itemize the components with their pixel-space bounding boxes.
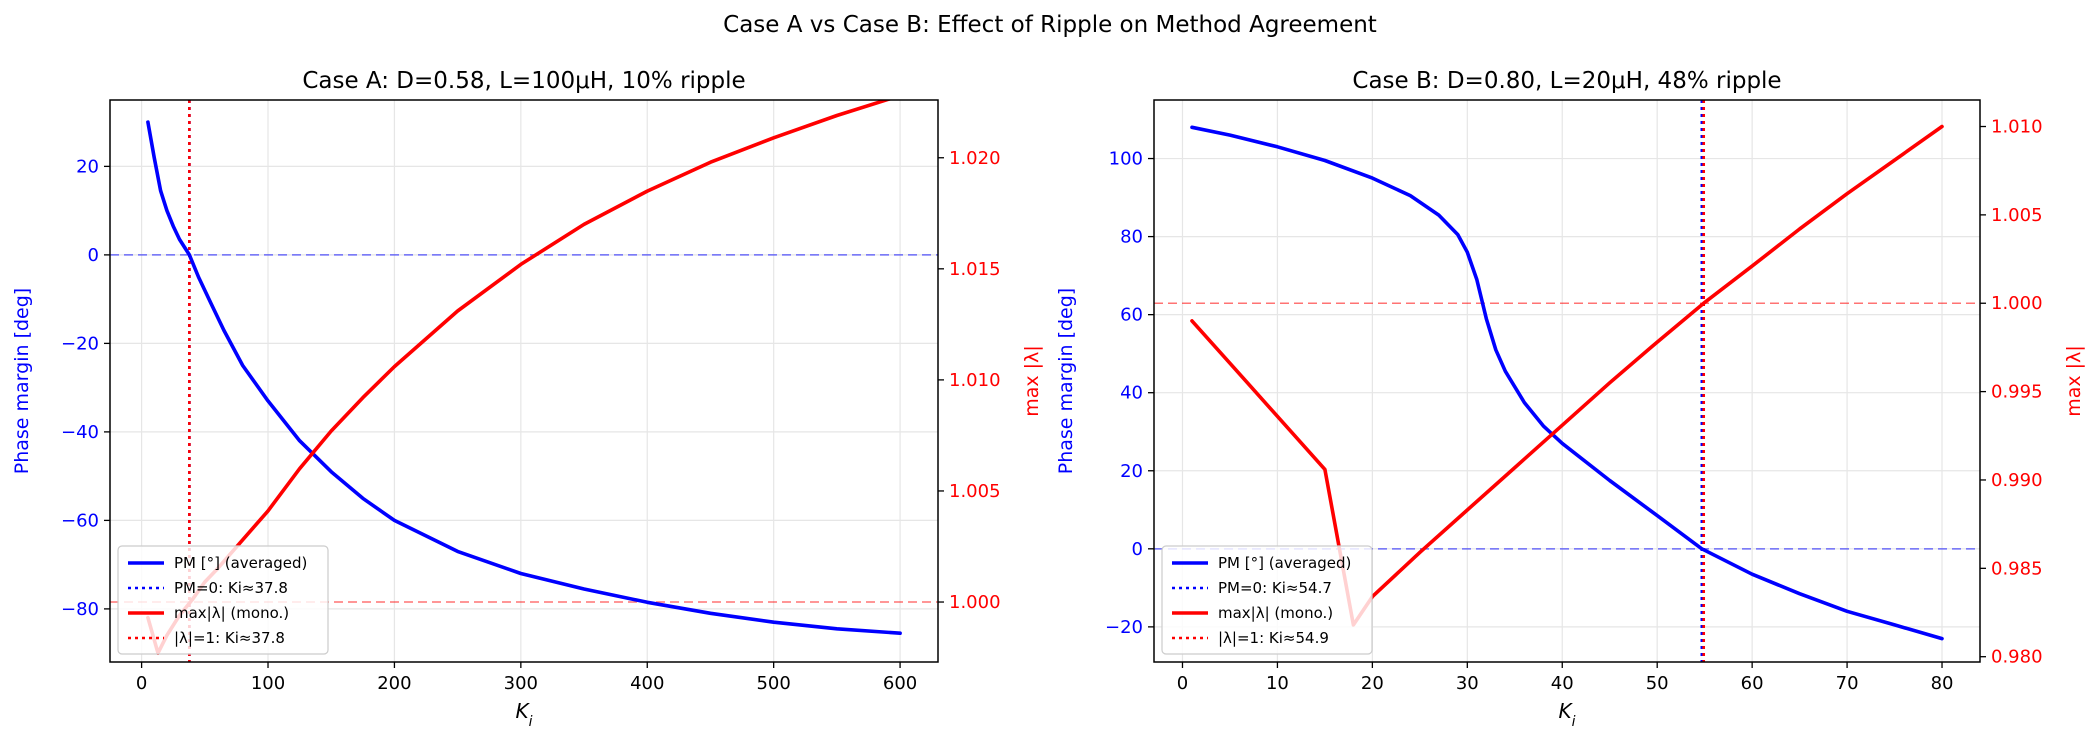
x-axis-label-subscript: i — [529, 714, 533, 730]
series-line — [146, 120, 902, 636]
legend-label: PM [°] (averaged) — [174, 554, 307, 572]
legend-label: max|λ| (mono.) — [174, 604, 289, 622]
y-left-tick-label: 20 — [76, 156, 99, 177]
figure-suptitle: Case A vs Case B: Effect of Ripple on Me… — [723, 12, 1377, 38]
legend-label: |λ|=1: Ki≈37.8 — [174, 629, 285, 647]
x-axis-label-subscript: i — [1572, 714, 1576, 730]
legend-label: max|λ| (mono.) — [1218, 604, 1333, 622]
y-right-tick-label: 0.990 — [1991, 470, 2043, 491]
x-tick-label: 400 — [630, 673, 664, 694]
x-tick-label: 50 — [1646, 673, 1669, 694]
x-tick-label: 40 — [1551, 673, 1574, 694]
y-right-tick-label: 1.000 — [949, 592, 1001, 613]
legend-label: PM=0: Ki≈54.7 — [1218, 579, 1332, 597]
x-tick-label: 20 — [1361, 673, 1384, 694]
y-left-axis-label: Phase margin [deg] — [1055, 288, 1077, 474]
y-left-tick-label: −40 — [61, 422, 99, 443]
y-left-tick-label: −20 — [1105, 617, 1143, 638]
x-tick-label: 500 — [756, 673, 790, 694]
y-left-tick-label: 20 — [1120, 461, 1143, 482]
y-right-tick-label: 0.985 — [1991, 558, 2043, 579]
y-right-tick-label: 1.005 — [1991, 205, 2043, 226]
x-tick-label: 200 — [377, 673, 411, 694]
chart-panel-2: 0 10 20 30 40 50 60 70 80 100 80 60 40 20 0 −20 0.980 0.9… — [1055, 68, 2085, 730]
x-tick-label: 0 — [1177, 673, 1188, 694]
x-tick-label: 70 — [1836, 673, 1859, 694]
series-line — [1190, 124, 1944, 627]
legend: PM [°] (averaged) PM=0: Ki≈37.8 max|λ| (mo… — [117, 545, 329, 655]
x-axis-label: Ki — [1558, 699, 1575, 730]
chart-title: Case A: D=0.58, L=100μH, 10% ripple — [302, 68, 745, 94]
legend-label: PM [°] (averaged) — [1218, 554, 1351, 572]
y-right-tick-label: 1.005 — [949, 481, 1001, 502]
x-tick-label: 10 — [1266, 673, 1289, 694]
x-tick-label: 0 — [136, 673, 147, 694]
x-tick-label: 30 — [1456, 673, 1479, 694]
plot-frame — [1153, 99, 1981, 663]
series-line — [1190, 125, 1944, 641]
y-left-tick-label: 100 — [1109, 149, 1143, 170]
legend: PM [°] (averaged) PM=0: Ki≈54.7 max|λ| (mo… — [1161, 545, 1373, 655]
x-tick-label: 80 — [1931, 673, 1954, 694]
x-tick-label: 600 — [883, 673, 917, 694]
y-left-tick-label: 0 — [88, 245, 99, 266]
y-left-tick-label: 80 — [1120, 227, 1143, 248]
y-left-tick-label: −80 — [61, 599, 99, 620]
x-tick-label: 300 — [504, 673, 538, 694]
y-left-tick-label: −20 — [61, 333, 99, 354]
y-right-tick-label: 1.010 — [949, 370, 1001, 391]
y-left-tick-label: 60 — [1120, 305, 1143, 326]
y-right-axis-label: max |λ| — [1021, 345, 1043, 416]
chart-title: Case B: D=0.80, L=20μH, 48% ripple — [1352, 68, 1781, 94]
x-tick-label: 60 — [1741, 673, 1764, 694]
y-right-axis-label: max |λ| — [2063, 345, 2085, 416]
plot-area — [1154, 100, 1980, 662]
y-right-tick-label: 1.015 — [949, 259, 1001, 280]
x-tick-label: 100 — [251, 673, 285, 694]
y-left-axis-label: Phase margin [deg] — [11, 288, 33, 474]
y-right-tick-label: 1.000 — [1991, 293, 2043, 314]
y-right-tick-label: 0.980 — [1991, 647, 2043, 668]
legend-label: |λ|=1: Ki≈54.9 — [1218, 629, 1329, 647]
legend-label: PM=0: Ki≈37.8 — [174, 579, 288, 597]
y-left-tick-label: −60 — [61, 510, 99, 531]
y-left-tick-label: 0 — [1132, 539, 1143, 560]
y-right-tick-label: 0.995 — [1991, 382, 2043, 403]
x-axis-label: Ki — [515, 699, 532, 730]
y-right-tick-label: 1.020 — [949, 148, 1001, 169]
legend-box — [117, 545, 329, 655]
legend-box — [1161, 545, 1373, 655]
plot-frame — [109, 99, 939, 663]
y-right-tick-label: 1.010 — [1991, 117, 2043, 138]
y-left-tick-label: 40 — [1120, 383, 1143, 404]
